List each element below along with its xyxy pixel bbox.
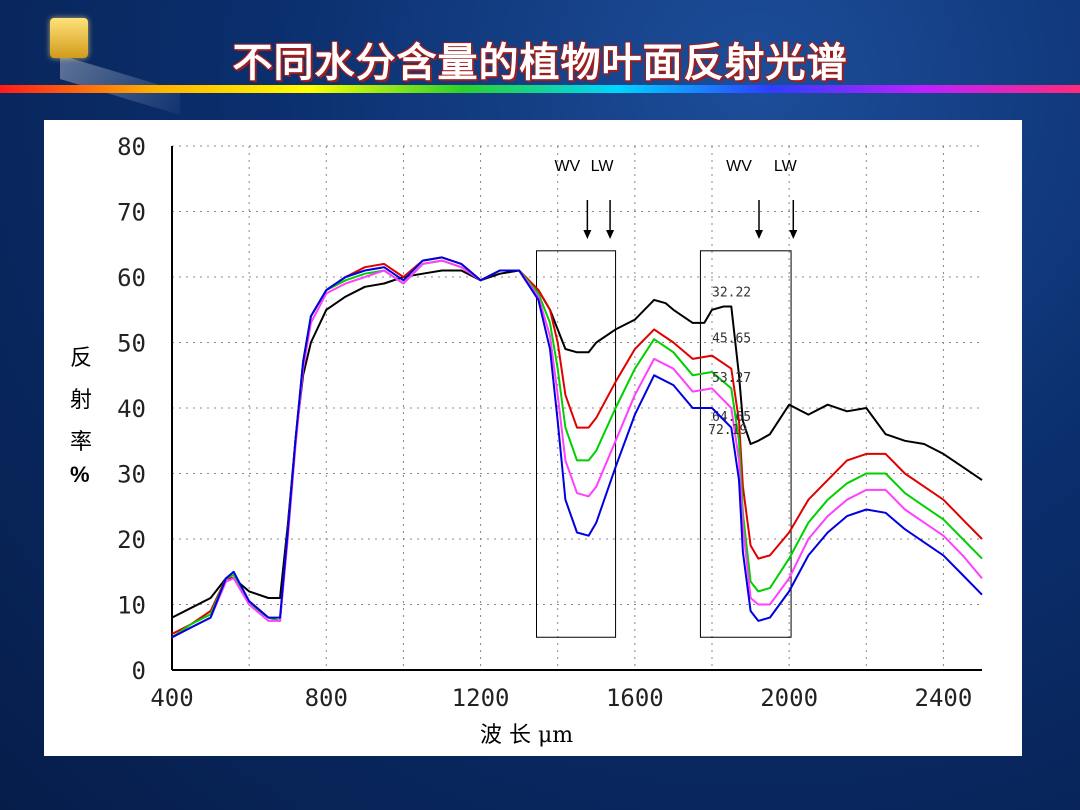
x-tick-label-3: 1600 <box>606 684 664 712</box>
x-tick-label-2: 1200 <box>452 684 510 712</box>
series-line-64.65 <box>171 259 983 639</box>
x-tick-label-4: 2000 <box>760 684 818 712</box>
x-tick-label-0: 400 <box>150 684 193 712</box>
band-marker-arrowhead-3 <box>789 230 798 239</box>
band-marker-arrowhead-1 <box>606 230 615 239</box>
water-band-box-0 <box>536 250 617 638</box>
series-line-53.27 <box>171 259 983 639</box>
water-band-box-1 <box>699 250 792 638</box>
series-line-32.22 <box>171 269 983 619</box>
y-tick-label-8: 80 <box>117 133 146 161</box>
band-marker-label-lw-3: LW <box>774 158 798 175</box>
band-marker-arrowhead-2 <box>755 230 763 239</box>
x-axis-label-text: 波 长 μm <box>480 723 574 748</box>
band-marker-arrowhead-0 <box>583 230 592 239</box>
rainbow-divider <box>0 85 1080 93</box>
series-line-72.19 <box>171 256 983 639</box>
band-marker-label-lw-1: LW <box>591 158 615 175</box>
satellite-logo-icon <box>50 18 88 58</box>
y-axis-label-char-2: 射 <box>70 388 93 413</box>
header-bar: 不同水分含量的植物叶面反射光谱 <box>0 0 1080 115</box>
series-label-45.65: 45.65 <box>712 332 751 347</box>
series-label-64.65: 64.65 <box>712 410 751 425</box>
y-tick-label-5: 50 <box>117 330 146 358</box>
y-tick-label-3: 30 <box>117 461 146 489</box>
y-tick-label-6: 60 <box>117 264 146 292</box>
band-marker-label-wv-0: WV <box>554 158 580 175</box>
x-axis-label: 波 长 μm <box>480 717 573 749</box>
series-label-32.22: 32.22 <box>712 286 751 301</box>
y-tick-label-2: 20 <box>117 526 146 554</box>
chart-panel <box>44 120 1022 756</box>
band-marker-label-wv-2: WV <box>726 158 752 175</box>
x-tick-label-5: 2400 <box>915 684 973 712</box>
x-tick-label-1: 800 <box>305 684 348 712</box>
y-axis-label-unit: % <box>70 462 90 487</box>
series-line-45.65 <box>171 256 983 635</box>
series-label-53.27: 53.27 <box>712 371 751 386</box>
y-tick-label-4: 40 <box>117 395 146 423</box>
y-tick-label-1: 10 <box>117 592 146 620</box>
y-axis-label-char-1: 反 <box>70 346 93 371</box>
y-tick-label-7: 70 <box>117 199 146 227</box>
page-title: 不同水分含量的植物叶面反射光谱 <box>232 40 848 86</box>
y-axis-label-char-3: 率 <box>70 430 93 455</box>
series-label-72.19: 72.19 <box>708 423 747 438</box>
y-tick-label-0: 0 <box>132 657 146 685</box>
